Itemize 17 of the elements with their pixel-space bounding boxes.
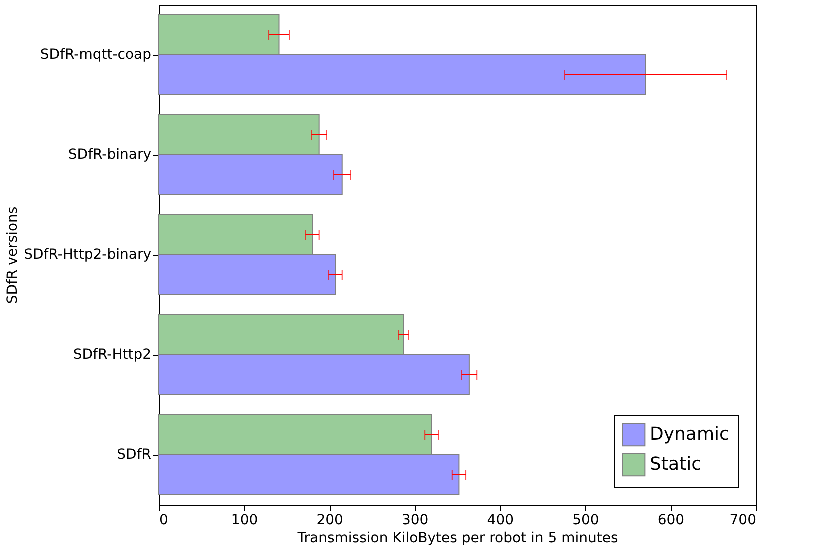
- y-tick-label: SDfR-Http2: [73, 347, 152, 363]
- x-tick-label: 400: [487, 512, 514, 528]
- legend-label: Dynamic: [650, 424, 730, 445]
- x-tick-label: 200: [316, 512, 344, 528]
- y-tick-label: SDfR-Http2-binary: [24, 247, 152, 263]
- x-tick-label: 300: [402, 512, 429, 528]
- x-tick-label: 500: [572, 512, 600, 528]
- x-axis-title: Transmission KiloBytes per robot in 5 minutes: [296, 530, 618, 546]
- x-tick-label: 0: [160, 512, 168, 528]
- legend-label: Static: [650, 454, 702, 475]
- x-tick-label: 700: [730, 512, 756, 528]
- y-tick-label: SDfR-mqtt-coap: [40, 47, 152, 63]
- x-tick-label: 100: [231, 512, 258, 528]
- y-axis-title: SDfR versions: [5, 206, 22, 304]
- y-tick-label: SDfR: [117, 447, 152, 463]
- x-tick-label: 600: [658, 512, 685, 528]
- y-tick-label: SDfR-binary: [68, 147, 152, 163]
